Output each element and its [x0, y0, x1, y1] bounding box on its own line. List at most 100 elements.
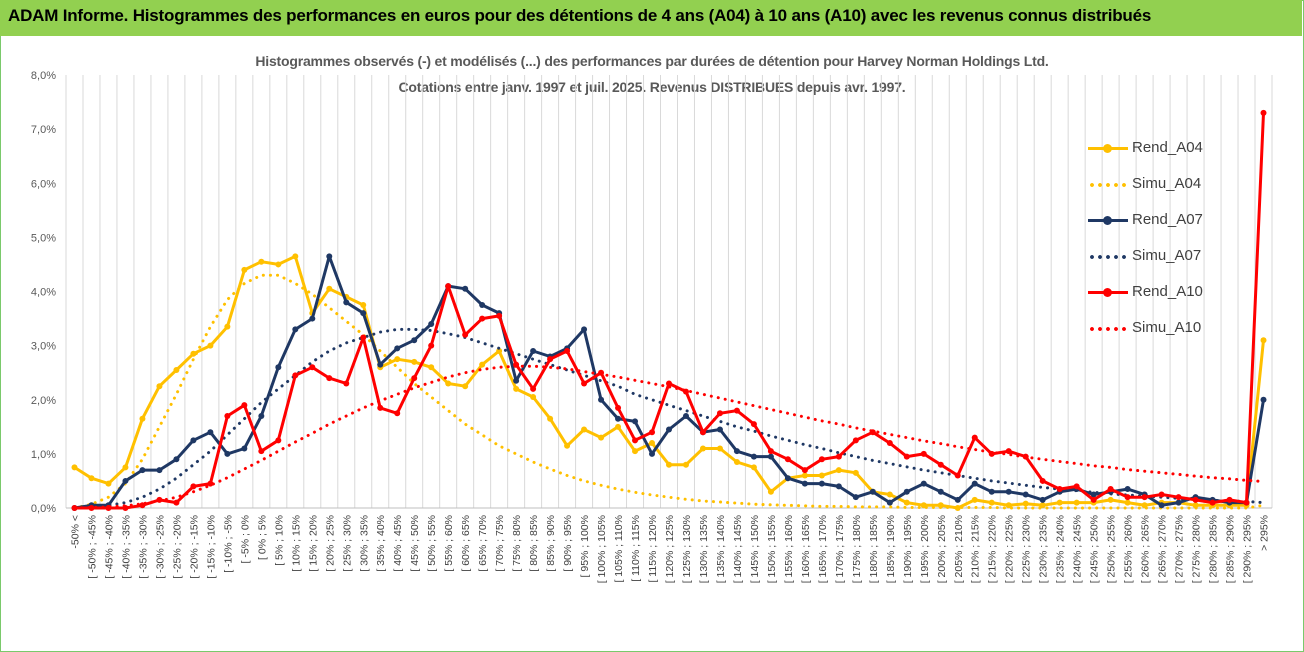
data-point-rend_a10 [1124, 494, 1131, 501]
data-point-rend_a10 [920, 450, 927, 457]
data-point-rend_a10 [886, 440, 893, 447]
data-point-rend_a10 [343, 380, 350, 387]
x-tick-label: [ -5% ; 0% [239, 515, 251, 563]
x-tick-label: [ 10% ; 15% [290, 515, 302, 572]
data-point-rend_a10 [1005, 448, 1012, 455]
data-point-rend_a04 [496, 348, 503, 355]
x-tick-label: [ 105% ; 110% [613, 515, 625, 583]
x-tick-label: [ 270% ; 275% [1174, 515, 1186, 583]
data-point-rend_a07 [326, 253, 333, 260]
data-point-rend_a10 [1175, 494, 1182, 501]
data-point-rend_a04 [564, 442, 571, 449]
x-tick-label: [ 160% ; 165% [800, 515, 812, 583]
data-point-rend_a10 [1090, 496, 1097, 503]
data-point-rend_a10 [224, 412, 231, 419]
x-tick-label: [ 225% ; 230% [1021, 515, 1033, 583]
data-point-rend_a07 [292, 326, 299, 333]
data-point-rend_a10 [615, 404, 622, 411]
x-tick-label: [ 75% ; 80% [511, 515, 523, 572]
data-point-rend_a10 [1192, 496, 1199, 503]
chart-subtitle: Cotations entre janv. 1997 et juil. 2025… [398, 79, 906, 95]
legend-label: Simu_A07 [1132, 247, 1202, 264]
data-point-rend_a04 [971, 496, 978, 503]
data-point-rend_a07 [428, 320, 435, 327]
x-tick-label: [ 205% ; 210% [953, 515, 965, 583]
data-point-rend_a04 [886, 491, 893, 498]
data-point-rend_a04 [1022, 500, 1029, 507]
data-point-rend_a04 [445, 380, 452, 387]
x-tick-label: [ -35% ; -30% [137, 515, 149, 579]
data-point-rend_a07 [1124, 486, 1131, 493]
data-point-rend_a04 [835, 467, 842, 474]
data-point-rend_a04 [258, 258, 265, 265]
chart-legend: Rend_A04 Simu_A04 Rend_A07 Simu_A07 Rend_A10… [1082, 132, 1282, 348]
data-point-rend_a07 [309, 315, 316, 322]
data-point-rend_a07 [1158, 502, 1165, 509]
x-tick-label: [ 35% ; 40% [375, 515, 387, 572]
data-point-rend_a10 [207, 480, 214, 487]
x-tick-label: [ 15% ; 20% [307, 515, 319, 572]
data-point-rend_a07 [122, 477, 129, 484]
data-point-rend_a10 [903, 453, 910, 460]
x-tick-label: [ 135% ; 140% [715, 515, 727, 583]
data-point-rend_a07 [988, 488, 995, 495]
data-point-rend_a07 [411, 337, 418, 344]
data-point-rend_a04 [733, 458, 740, 465]
data-point-rend_a10 [428, 342, 435, 349]
x-tick-label: > 295% [1259, 515, 1271, 551]
x-tick-label: [ 230% ; 235% [1038, 515, 1050, 583]
data-point-rend_a07 [377, 361, 384, 368]
data-point-rend_a10 [750, 421, 757, 428]
data-point-rend_a07 [954, 496, 961, 503]
data-point-rend_a10 [716, 410, 723, 417]
data-point-rend_a07 [258, 412, 265, 419]
data-point-rend_a10 [1039, 477, 1046, 484]
data-point-rend_a07 [1022, 491, 1029, 498]
x-tick-label: [ 210% ; 215% [970, 515, 982, 583]
data-point-rend_a04 [292, 253, 299, 260]
x-tick-label: [ 140% ; 145% [732, 515, 744, 583]
x-tick-label: [ 255% ; 260% [1123, 515, 1135, 583]
legend-label: Simu_A10 [1132, 319, 1202, 336]
x-tick-label: [ 30% ; 35% [358, 515, 370, 572]
data-point-rend_a07 [682, 412, 689, 419]
data-point-rend_a07 [156, 467, 163, 474]
data-point-rend_a10 [818, 456, 825, 463]
x-tick-label: [ 265% ; 270% [1157, 515, 1169, 583]
y-tick-label: 3,0% [31, 341, 56, 353]
x-tick-label: [ 95% ; 100% [579, 515, 591, 577]
data-point-rend_a04 [275, 261, 282, 268]
data-point-rend_a07 [479, 302, 486, 309]
data-point-rend_a10 [1056, 486, 1063, 493]
data-point-rend_a10 [292, 372, 299, 379]
series-line-simu_a10 [73, 364, 1265, 510]
data-point-rend_a04 [428, 364, 435, 371]
data-point-rend_a04 [716, 445, 723, 452]
data-point-rend_a10 [1209, 499, 1216, 506]
x-tick-label: [ 280% ; 285% [1208, 515, 1220, 583]
x-tick-label: [ 215% ; 220% [987, 515, 999, 583]
report-header: ADAM Informe. Histogrammes des performan… [0, 0, 1302, 36]
data-point-rend_a10 [530, 385, 537, 392]
data-point-rend_a10 [377, 404, 384, 411]
legend-marker [1103, 144, 1112, 153]
y-tick-label: 8,0% [31, 70, 56, 82]
x-tick-label: [ -25% ; -20% [171, 515, 183, 579]
data-point-rend_a04 [190, 350, 197, 357]
data-point-rend_a04 [801, 472, 808, 479]
data-point-rend_a10 [1260, 109, 1267, 116]
data-point-rend_a04 [530, 394, 537, 401]
data-point-rend_a07 [733, 448, 740, 455]
data-point-rend_a07 [886, 499, 893, 506]
data-point-rend_a04 [632, 448, 639, 455]
data-point-rend_a04 [411, 358, 418, 365]
legend-item-rend_a04: Rend_A04 [1082, 132, 1282, 168]
x-tick-label: [ 85% ; 90% [545, 515, 557, 572]
data-point-rend_a10 [564, 348, 571, 355]
x-tick-label: [ 70% ; 75% [494, 515, 506, 572]
x-tick-label: [ 145% ; 150% [749, 515, 761, 583]
x-tick-label: [ 50% ; 55% [426, 515, 438, 572]
data-point-rend_a04 [88, 475, 95, 482]
data-point-rend_a07 [937, 488, 944, 495]
data-point-rend_a07 [224, 450, 231, 457]
